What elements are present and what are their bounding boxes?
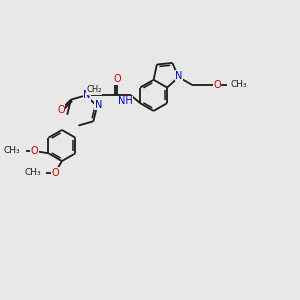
Text: CH₃: CH₃ [24,168,41,177]
Text: NH: NH [118,96,133,106]
Text: O: O [213,80,221,90]
Text: N: N [175,71,182,81]
Text: O: O [31,146,38,156]
Text: CH₂: CH₂ [86,85,102,94]
Text: O: O [57,105,65,115]
Text: O: O [113,74,121,84]
Text: CH₃: CH₃ [231,80,248,89]
Text: O: O [51,168,59,178]
Text: N: N [83,90,91,100]
Text: CH₃: CH₃ [4,146,20,155]
Text: N: N [94,100,102,110]
